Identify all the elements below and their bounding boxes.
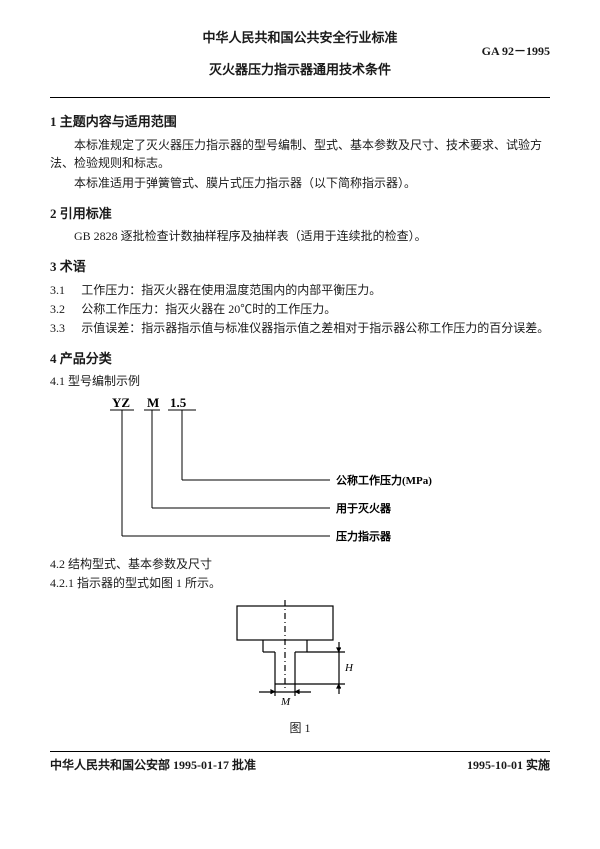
clause-text: 公称工作压力：指灭火器在 20℃时的工作压力。: [81, 300, 550, 318]
clause-3-1: 3.1 工作压力：指灭火器在使用温度范围内的内部平衡压力。: [50, 281, 550, 299]
document-header: 中华人民共和国公共安全行业标准 GA 92－1995 灭火器压力指示器通用技术条…: [50, 28, 550, 79]
dim-label-m: M: [280, 696, 291, 708]
section-1-p1: 本标准规定了灭火器压力指示器的型号编制、型式、基本参数及尺寸、技术要求、试验方法…: [50, 136, 550, 172]
clause-text: 示值误差：指示器指示值与标准仪器指示值之差相对于指示器公称工作压力的百分误差。: [81, 319, 550, 337]
model-designation-diagram: YZ M 1.5 公称工作压力(MPa) 用于灭火器 压力指示器: [110, 396, 550, 551]
document-footer: 中华人民共和国公安部 1995-01-17 批准 1995-10-01 实施: [50, 756, 550, 774]
clause-num: 3.3: [50, 319, 81, 337]
clause-3-3: 3.3 示值误差：指示器指示值与标准仪器指示值之差相对于指示器公称工作压力的百分…: [50, 319, 550, 337]
standard-code: GA 92－1995: [482, 42, 550, 60]
header-rule: [50, 97, 550, 98]
dim-label-h: H: [344, 662, 354, 674]
clause-4-1: 4.1 型号编制示例: [50, 372, 550, 390]
label-pressure-indicator: 压力指示器: [336, 529, 392, 543]
header-title-top: 中华人民共和国公共安全行业标准: [50, 28, 550, 48]
section-2-p1: GB 2828 逐批检查计数抽样程序及抽样表（适用于连续批的检查）。: [50, 227, 550, 245]
section-2-head: 2 引用标准: [50, 204, 550, 224]
section-4-head: 4 产品分类: [50, 349, 550, 369]
figure-1-caption: 图 1: [50, 719, 550, 737]
figure-1-diagram: M H 图 1: [50, 598, 550, 737]
section-1-p2: 本标准适用于弹簧管式、膜片式压力指示器（以下简称指示器）。: [50, 174, 550, 192]
footer-effective: 1995-10-01 实施: [467, 756, 550, 774]
clause-num: 3.2: [50, 300, 81, 318]
section-3-head: 3 术语: [50, 257, 550, 277]
code-yz-text: YZ: [112, 396, 130, 410]
code-val-text: 1.5: [170, 396, 187, 410]
header-title-sub: 灭火器压力指示器通用技术条件: [50, 60, 550, 80]
section-1-head: 1 主题内容与适用范围: [50, 112, 550, 132]
clause-4-2-1: 4.2.1 指示器的型式如图 1 所示。: [50, 574, 550, 592]
code-m-text: M: [147, 396, 159, 410]
clause-num: 3.1: [50, 281, 81, 299]
clause-3-2: 3.2 公称工作压力：指灭火器在 20℃时的工作压力。: [50, 300, 550, 318]
label-for-extinguisher: 用于灭火器: [336, 502, 392, 515]
clause-text: 工作压力：指灭火器在使用温度范围内的内部平衡压力。: [81, 281, 550, 299]
footer-rule: [50, 751, 550, 752]
label-nominal-pressure: 公称工作压力(MPa): [336, 473, 432, 487]
clause-4-2: 4.2 结构型式、基本参数及尺寸: [50, 555, 550, 573]
footer-approval: 中华人民共和国公安部 1995-01-17 批准: [50, 756, 256, 774]
